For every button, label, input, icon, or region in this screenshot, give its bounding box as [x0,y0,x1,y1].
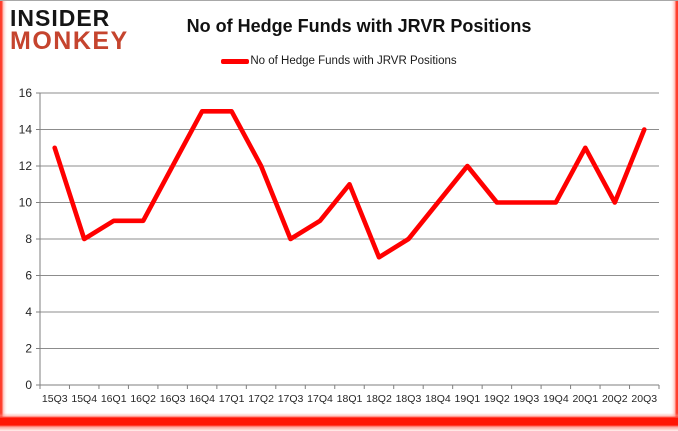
svg-text:0: 0 [25,378,32,392]
series-line [52,109,647,260]
legend-label: No of Hedge Funds with JRVR Positions [250,55,457,67]
svg-text:18Q2: 18Q2 [366,393,392,405]
svg-text:18Q1: 18Q1 [337,393,363,405]
svg-text:17Q4: 17Q4 [307,393,333,405]
logo-word-monkey: MONKEY [10,27,129,55]
svg-text:19Q4: 19Q4 [543,393,569,405]
frame-border-left [0,1,7,417]
svg-text:20Q2: 20Q2 [602,393,628,405]
chart-title: No of Hedge Funds with JRVR Positions [186,16,532,36]
svg-text:15Q4: 15Q4 [71,393,97,405]
svg-text:16Q4: 16Q4 [189,393,215,405]
legend: No of Hedge Funds with JRVR Positions [0,55,678,67]
frame-border-right [671,1,678,417]
svg-text:20Q3: 20Q3 [631,393,657,405]
insider-monkey-logo: INSIDER MONKEY [10,7,129,54]
legend-line-swatch [221,58,250,64]
svg-text:16Q2: 16Q2 [130,393,156,405]
svg-text:16Q1: 16Q1 [101,393,127,405]
svg-text:20Q1: 20Q1 [572,393,598,405]
svg-text:18Q4: 18Q4 [425,393,451,405]
svg-text:19Q1: 19Q1 [455,393,481,405]
svg-text:17Q3: 17Q3 [278,393,304,405]
frame-border-bottom [0,413,678,431]
svg-text:15Q3: 15Q3 [42,393,68,405]
svg-text:16Q3: 16Q3 [160,393,186,405]
x-axis-labels: 15Q3 15Q4 16Q1 16Q2 16Q3 16Q4 17Q1 17Q2 17Q3 17Q4… [42,393,657,405]
svg-text:10: 10 [19,196,33,210]
svg-text:17Q2: 17Q2 [248,393,274,405]
axis-ticks [36,92,660,389]
svg-text:19Q3: 19Q3 [514,393,540,405]
svg-text:16: 16 [19,86,33,100]
svg-text:14: 14 [19,123,33,137]
y-axis-labels: 0 2 4 6 8 10 12 14 16 [19,86,33,392]
svg-text:17Q1: 17Q1 [219,393,245,405]
svg-text:2: 2 [25,342,32,356]
frame-border-top [0,0,678,1]
svg-text:18Q3: 18Q3 [396,393,422,405]
svg-text:19Q2: 19Q2 [484,393,510,405]
svg-text:12: 12 [19,159,33,173]
svg-text:6: 6 [25,269,32,283]
logo-word-insider: INSIDER [10,5,111,31]
svg-text:4: 4 [25,305,32,319]
svg-text:8: 8 [25,232,32,246]
